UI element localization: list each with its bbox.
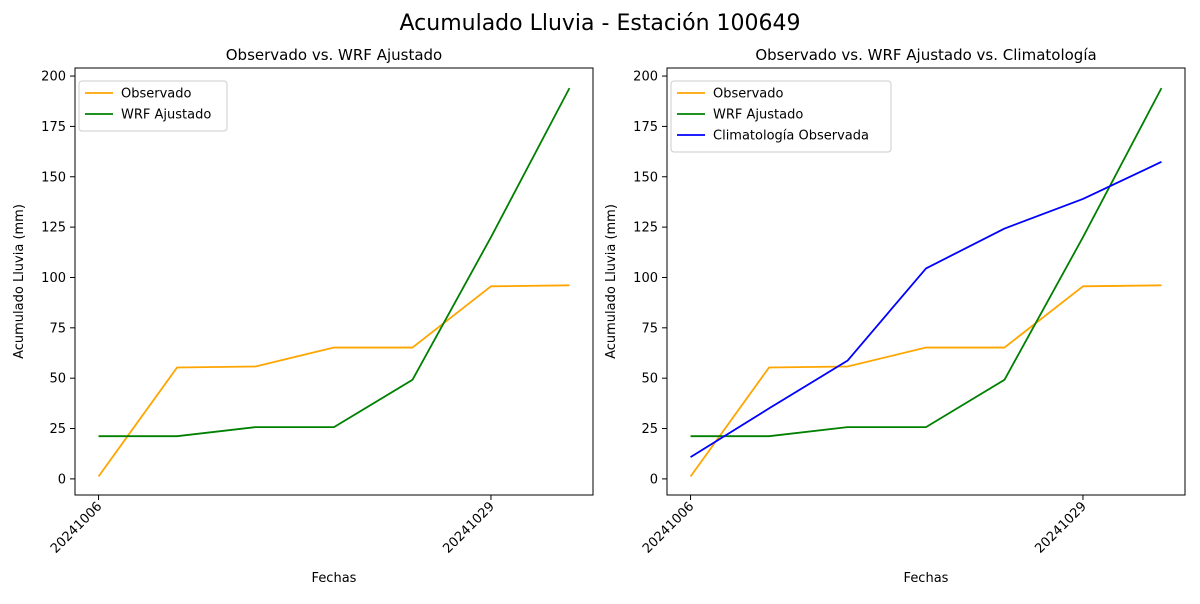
axes-frame bbox=[74, 67, 594, 496]
legend-label: Observado bbox=[121, 87, 192, 102]
y-tick-label: 150 bbox=[41, 170, 66, 185]
y-tick-label: 0 bbox=[650, 472, 658, 487]
series-line-1 bbox=[689, 284, 1162, 477]
y-tick-label: 125 bbox=[633, 221, 658, 236]
y-tick-label: 125 bbox=[41, 221, 66, 236]
y-tick-label: 75 bbox=[49, 321, 66, 336]
y-tick-label: 175 bbox=[633, 120, 658, 135]
series-line-2 bbox=[690, 87, 1163, 438]
legend-label: WRF Ajustado bbox=[121, 108, 211, 123]
series-line-3 bbox=[690, 161, 1162, 458]
legend-box bbox=[78, 80, 228, 132]
y-axis-label: Acumulado Lluvia (mm) bbox=[604, 204, 619, 359]
figure-title: Acumulado Lluvia - Estación 100649 bbox=[400, 11, 801, 36]
y-tick-label: 0 bbox=[58, 472, 66, 487]
axes-frame bbox=[666, 67, 1186, 496]
x-axis-label: Fechas bbox=[904, 571, 949, 586]
y-tick-label: 75 bbox=[641, 321, 658, 336]
legend: Observado WRF Ajustado bbox=[78, 80, 228, 132]
y-tick-label: 50 bbox=[641, 372, 658, 387]
x-axis-label: Fechas bbox=[312, 571, 357, 586]
x-tick-label: 20241029 bbox=[440, 499, 497, 556]
y-tick-label: 50 bbox=[49, 372, 66, 387]
x-tick-label: 20241006 bbox=[48, 499, 105, 556]
y-tick-label: 150 bbox=[633, 170, 658, 185]
subplot-2: Observado vs. WRF Ajustado vs. Climatolo… bbox=[604, 46, 1186, 586]
y-tick-label: 100 bbox=[41, 271, 66, 286]
subplot-title: Observado vs. WRF Ajustado vs. Climatolo… bbox=[755, 46, 1096, 64]
y-tick-label: 100 bbox=[633, 271, 658, 286]
y-tick-label: 200 bbox=[633, 70, 658, 85]
y-tick-label: 25 bbox=[641, 422, 658, 437]
x-tick-label: 20241029 bbox=[1032, 499, 1089, 556]
legend: Observado WRF Ajustado Climatología Observ… bbox=[670, 80, 892, 153]
legend-box bbox=[670, 80, 892, 153]
legend-label: Climatología Observada bbox=[713, 129, 869, 144]
y-tick-label: 25 bbox=[49, 422, 66, 437]
x-tick-label: 20241006 bbox=[640, 499, 697, 556]
series-line-2 bbox=[98, 87, 571, 438]
legend-label: Observado bbox=[713, 87, 784, 102]
y-axis-label: Acumulado Lluvia (mm) bbox=[12, 204, 27, 359]
y-tick-label: 175 bbox=[41, 120, 66, 135]
subplot-1: Observado vs. WRF Ajustado 0 25 50 75 100 125 1… bbox=[12, 46, 594, 586]
legend-label: WRF Ajustado bbox=[713, 108, 803, 123]
series-line-1 bbox=[97, 284, 570, 477]
subplot-title: Observado vs. WRF Ajustado bbox=[226, 46, 442, 64]
y-tick-label: 200 bbox=[41, 70, 66, 85]
